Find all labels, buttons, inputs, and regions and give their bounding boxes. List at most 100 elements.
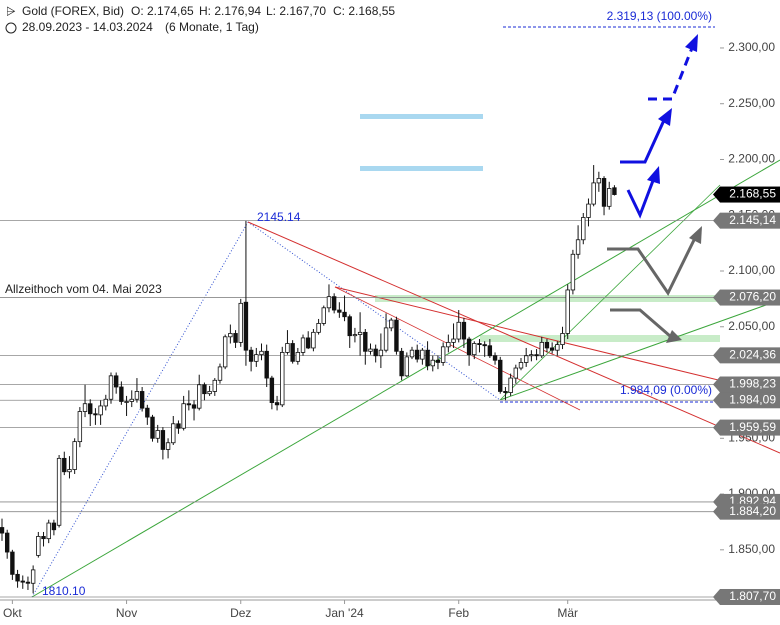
candle-body <box>176 423 181 429</box>
support-band <box>375 295 720 302</box>
symbol: Gold (FOREX, Bid) <box>22 4 124 18</box>
y-tick-label: 2.250,00 <box>728 96 775 110</box>
candle-body <box>503 391 508 393</box>
candle-body <box>461 321 467 340</box>
candle-body <box>389 319 394 329</box>
candle-body <box>46 522 51 540</box>
candle-body <box>150 416 155 439</box>
candle-body <box>321 307 326 324</box>
candle-body <box>280 352 285 406</box>
candle-body <box>51 522 57 531</box>
candle-body <box>373 348 378 357</box>
candle-body <box>414 349 420 360</box>
candle-body <box>4 532 10 553</box>
fib-trend <box>31 221 249 598</box>
candle-body <box>534 354 539 357</box>
y-tick-label: 2.050,00 <box>728 319 775 333</box>
candle-body <box>581 217 586 241</box>
candle-body <box>254 354 259 362</box>
candle-body <box>523 355 529 363</box>
candle-body <box>10 551 15 575</box>
candle-body <box>425 349 430 367</box>
trendline <box>247 221 780 454</box>
candle-body <box>103 398 108 407</box>
x-tick-label: Nov <box>116 606 137 620</box>
x-tick-label: Mär <box>557 606 578 620</box>
candle-body <box>108 375 114 400</box>
candle-body <box>77 411 83 443</box>
candle-body <box>30 569 36 584</box>
candle-body <box>456 321 461 340</box>
candle-body <box>228 333 233 338</box>
candle-body <box>347 316 352 337</box>
candle-body <box>586 203 591 218</box>
candle-body <box>119 386 124 402</box>
candle-body <box>311 331 316 349</box>
candle-body <box>357 331 363 335</box>
candle-body <box>331 296 337 311</box>
candle-body <box>394 319 399 352</box>
y-tick-label: 2.200,00 <box>728 152 775 166</box>
candle-body <box>399 350 404 377</box>
candle-body <box>378 349 384 357</box>
candle-body <box>508 377 513 393</box>
level-pointer <box>713 289 720 306</box>
candle-body <box>337 309 342 313</box>
level-label: 2.076,20 <box>729 290 776 304</box>
candle-body <box>165 442 171 450</box>
level-label: 1.998,23 <box>729 377 776 391</box>
trendline <box>499 299 780 401</box>
level-label: 1.959,59 <box>729 420 776 434</box>
annotation: 1.984,09 (0.00%) <box>620 383 712 397</box>
candle-body <box>41 536 46 540</box>
candle-body <box>529 354 534 357</box>
candle-body <box>217 366 223 381</box>
candle-body <box>591 182 596 205</box>
candle-body <box>202 384 207 395</box>
candle-body <box>238 302 243 343</box>
level-label: 2.024,36 <box>729 348 776 362</box>
candle-body <box>565 289 570 334</box>
candle-body <box>15 573 20 582</box>
arrow-head <box>666 330 682 343</box>
candle-body <box>67 469 72 473</box>
candle-body <box>607 188 612 207</box>
candle-body <box>62 457 67 473</box>
candle-body <box>492 355 498 361</box>
level-label: 1.884,20 <box>729 504 776 518</box>
candle-body <box>264 350 269 379</box>
candle-body <box>134 391 140 400</box>
candle-body <box>575 239 581 255</box>
arrow-head <box>685 34 698 52</box>
target-zone <box>360 166 483 171</box>
candle-body <box>233 333 238 343</box>
period: (6 Monate, 1 Tag) <box>165 20 259 34</box>
candle-body <box>212 379 217 392</box>
level-label: 1.984,09 <box>729 392 776 406</box>
candle-body <box>139 391 145 409</box>
candle-body <box>295 352 301 362</box>
candle-body <box>430 359 435 367</box>
date-range: 28.09.2023 - 14.03.2024 <box>22 20 153 34</box>
candle-body <box>420 349 425 360</box>
candle-body <box>290 343 295 362</box>
candle-body <box>560 333 565 346</box>
candle-body <box>435 359 441 363</box>
candle-body <box>363 331 368 352</box>
low: L: 2.167,70 <box>266 4 326 18</box>
candle-body <box>0 527 5 534</box>
x-tick-label: Okt <box>3 606 22 620</box>
close: C: 2.168,55 <box>333 4 395 18</box>
candle-body <box>466 338 472 356</box>
candle-body <box>368 348 373 352</box>
level-pointer <box>713 503 720 520</box>
candle-body <box>513 367 519 379</box>
target-zone <box>360 114 483 119</box>
candle-body <box>306 337 311 349</box>
arrow <box>620 117 667 164</box>
candle-body <box>207 391 212 395</box>
candle-body <box>555 344 560 351</box>
candle-body <box>549 347 555 351</box>
trendline <box>334 286 780 396</box>
candle-body <box>269 377 275 404</box>
